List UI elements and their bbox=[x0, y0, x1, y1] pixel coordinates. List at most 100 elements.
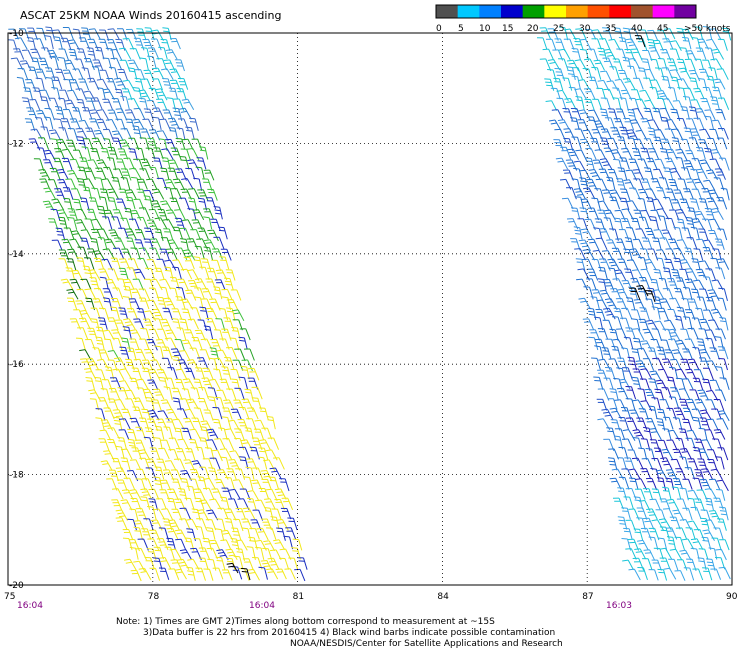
wind-barb bbox=[114, 77, 127, 90]
lon-label: 78 bbox=[148, 592, 160, 602]
wind-barb bbox=[660, 457, 673, 470]
wind-barb bbox=[617, 516, 628, 530]
wind-barb bbox=[118, 47, 132, 60]
wind-barb bbox=[163, 228, 174, 240]
wind-barb bbox=[632, 368, 644, 381]
wind-barb bbox=[168, 519, 181, 531]
wind-barb bbox=[592, 98, 603, 111]
wind-barb bbox=[99, 188, 110, 201]
wind-barb bbox=[279, 478, 290, 492]
wind-barb bbox=[672, 478, 684, 490]
wind-barb bbox=[689, 128, 702, 141]
wind-barb bbox=[81, 146, 92, 160]
wind-barb bbox=[681, 538, 695, 550]
wind-barb bbox=[113, 237, 126, 250]
wind-barb bbox=[709, 28, 722, 41]
wind-barb bbox=[643, 107, 654, 120]
wind-barb bbox=[146, 259, 158, 272]
wind-barb bbox=[717, 346, 729, 360]
wind-barb bbox=[141, 478, 154, 491]
wind-barb bbox=[157, 208, 168, 221]
wind-barb bbox=[710, 207, 724, 220]
wind-barb bbox=[235, 468, 246, 480]
wind-barb bbox=[104, 366, 115, 380]
wind-barb bbox=[154, 228, 164, 242]
wind-barb bbox=[614, 269, 627, 281]
wind-barb bbox=[174, 458, 186, 470]
wind-barb bbox=[144, 227, 155, 241]
legend-label-20: 20 bbox=[527, 24, 539, 34]
wind-barb bbox=[640, 340, 653, 352]
wind-barb bbox=[626, 227, 637, 240]
wind-barb bbox=[575, 96, 585, 110]
wind-barb bbox=[182, 219, 194, 231]
wind-barb bbox=[587, 207, 600, 221]
wind-barb bbox=[194, 278, 208, 290]
wind-barb bbox=[92, 298, 104, 310]
wind-barb bbox=[696, 296, 708, 310]
wind-barb bbox=[147, 379, 159, 391]
wind-barb bbox=[99, 69, 110, 82]
wind-barb bbox=[54, 118, 64, 131]
wind-barb bbox=[210, 218, 221, 231]
wind-barb bbox=[594, 345, 604, 360]
wind-barb bbox=[90, 318, 100, 331]
wind-barb bbox=[652, 289, 665, 300]
wind-barb bbox=[66, 297, 78, 311]
wind-barb bbox=[711, 279, 724, 290]
wind-barb bbox=[131, 367, 143, 381]
legend-color-4 bbox=[522, 5, 545, 18]
wind-barb bbox=[144, 556, 155, 570]
wind-barb bbox=[545, 100, 558, 111]
wind-barb bbox=[667, 328, 681, 341]
wind-barb bbox=[651, 397, 661, 411]
wind-barb bbox=[98, 317, 108, 330]
wind-barb bbox=[276, 527, 286, 541]
wind-barb bbox=[156, 538, 169, 551]
wind-barb bbox=[622, 56, 632, 70]
wind-barb bbox=[88, 197, 100, 210]
wind-barb bbox=[631, 217, 641, 230]
wind-barb bbox=[257, 456, 268, 470]
wind-barb bbox=[103, 209, 115, 221]
wind-barb bbox=[575, 28, 587, 40]
wind-barb bbox=[631, 376, 642, 390]
wind-barb bbox=[693, 529, 705, 541]
wind-barb bbox=[661, 448, 674, 460]
wind-barb bbox=[119, 346, 130, 360]
wind-barb bbox=[56, 138, 68, 150]
wind-barb bbox=[170, 559, 182, 571]
wind-barb bbox=[667, 58, 678, 72]
wind-barb bbox=[619, 157, 630, 170]
wind-barb bbox=[235, 539, 248, 551]
wind-barb bbox=[625, 386, 637, 400]
wind-barb bbox=[264, 498, 276, 510]
wind-barb bbox=[638, 216, 650, 230]
wind-barb bbox=[78, 317, 91, 330]
wind-barb bbox=[580, 228, 593, 240]
wind-barb bbox=[716, 68, 729, 80]
wind-barb bbox=[114, 357, 127, 370]
wind-barb bbox=[547, 69, 557, 82]
wind-barb bbox=[294, 568, 306, 582]
wind-barb bbox=[705, 268, 717, 281]
wind-barb bbox=[699, 288, 710, 301]
wind-barb bbox=[114, 399, 127, 410]
wind-barb bbox=[619, 197, 630, 211]
wind-barb bbox=[692, 568, 704, 581]
wind-barb bbox=[159, 118, 172, 132]
wind-barb bbox=[662, 328, 673, 341]
wind-barb bbox=[111, 176, 122, 191]
wind-barb bbox=[161, 148, 174, 161]
wind-barb bbox=[142, 388, 155, 401]
wind-barb bbox=[594, 149, 607, 160]
wind-barb bbox=[681, 297, 691, 311]
wind-barb bbox=[222, 407, 233, 420]
wind-barb bbox=[699, 128, 712, 140]
wind-barb bbox=[226, 468, 237, 480]
wind-barb bbox=[75, 208, 88, 220]
wind-barb bbox=[111, 329, 123, 341]
wind-barb bbox=[696, 147, 706, 160]
wind-barb bbox=[702, 87, 714, 100]
wind-barb bbox=[640, 118, 652, 130]
